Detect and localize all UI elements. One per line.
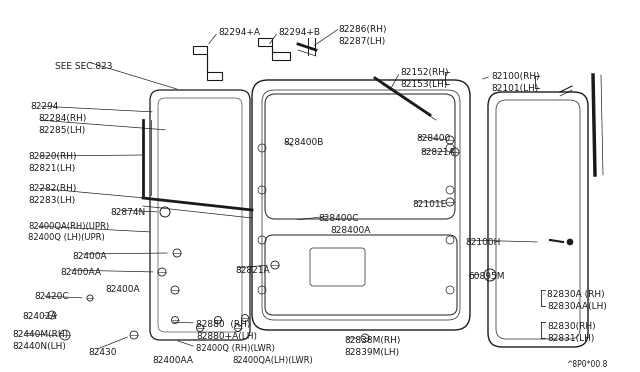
- Text: 82440M(RH): 82440M(RH): [12, 330, 68, 339]
- Text: 828400: 828400: [416, 134, 451, 143]
- Text: 82420C: 82420C: [34, 292, 68, 301]
- Text: 82821A: 82821A: [235, 266, 269, 275]
- Text: 828400C: 828400C: [318, 214, 358, 223]
- Text: 82831(LH): 82831(LH): [547, 334, 595, 343]
- Text: 82821(LH): 82821(LH): [28, 164, 76, 173]
- Text: 82400Q (LH)(UPR): 82400Q (LH)(UPR): [28, 233, 105, 242]
- Text: 82830A (RH): 82830A (RH): [547, 290, 605, 299]
- Text: 82400A: 82400A: [105, 285, 140, 294]
- Text: 82400AA: 82400AA: [152, 356, 193, 365]
- Text: 828400A: 828400A: [330, 226, 371, 235]
- Text: 82830(RH): 82830(RH): [547, 322, 596, 331]
- Text: 82440N(LH): 82440N(LH): [12, 342, 66, 351]
- Text: 82400Q (RH)(LWR): 82400Q (RH)(LWR): [196, 344, 275, 353]
- Text: 82400QA(RH)(UPR): 82400QA(RH)(UPR): [28, 222, 109, 231]
- Text: 82152(RH): 82152(RH): [400, 68, 449, 77]
- Text: 82402A: 82402A: [22, 312, 56, 321]
- Text: 82153(LH): 82153(LH): [400, 80, 447, 89]
- Text: 82100H: 82100H: [465, 238, 500, 247]
- Text: SEE SEC.823: SEE SEC.823: [55, 62, 113, 71]
- Text: ^8P0*00.8: ^8P0*00.8: [566, 360, 607, 369]
- Text: 82294: 82294: [30, 102, 58, 111]
- Text: 82880+A(LH): 82880+A(LH): [196, 332, 257, 341]
- Text: 82100(RH): 82100(RH): [491, 72, 540, 81]
- Text: 82400QA(LH)(LWR): 82400QA(LH)(LWR): [232, 356, 313, 365]
- Text: 60895M: 60895M: [468, 272, 504, 281]
- Text: 82839M(LH): 82839M(LH): [344, 348, 399, 357]
- Text: 82285(LH): 82285(LH): [38, 126, 85, 135]
- Circle shape: [567, 239, 573, 245]
- Text: 82400AA: 82400AA: [60, 268, 101, 277]
- Text: 82838M(RH): 82838M(RH): [344, 336, 401, 345]
- Text: 82283(LH): 82283(LH): [28, 196, 76, 205]
- Text: 828400B: 828400B: [283, 138, 323, 147]
- Text: 82284(RH): 82284(RH): [38, 114, 86, 123]
- Text: 82430: 82430: [88, 348, 116, 357]
- Text: 82294+A: 82294+A: [218, 28, 260, 37]
- Text: 82820(RH): 82820(RH): [28, 152, 77, 161]
- Text: 82287(LH): 82287(LH): [338, 37, 385, 46]
- Text: 82880  (RH): 82880 (RH): [196, 320, 250, 329]
- Text: 82101E: 82101E: [412, 200, 446, 209]
- Text: 82821A: 82821A: [420, 148, 454, 157]
- Text: 82286(RH): 82286(RH): [338, 25, 387, 34]
- Text: 82400A: 82400A: [72, 252, 107, 261]
- Text: 82282(RH): 82282(RH): [28, 184, 76, 193]
- Text: 82294+B: 82294+B: [278, 28, 320, 37]
- Text: 82101(LH): 82101(LH): [491, 84, 538, 93]
- Text: 82874N: 82874N: [110, 208, 145, 217]
- Text: 82830AA(LH): 82830AA(LH): [547, 302, 607, 311]
